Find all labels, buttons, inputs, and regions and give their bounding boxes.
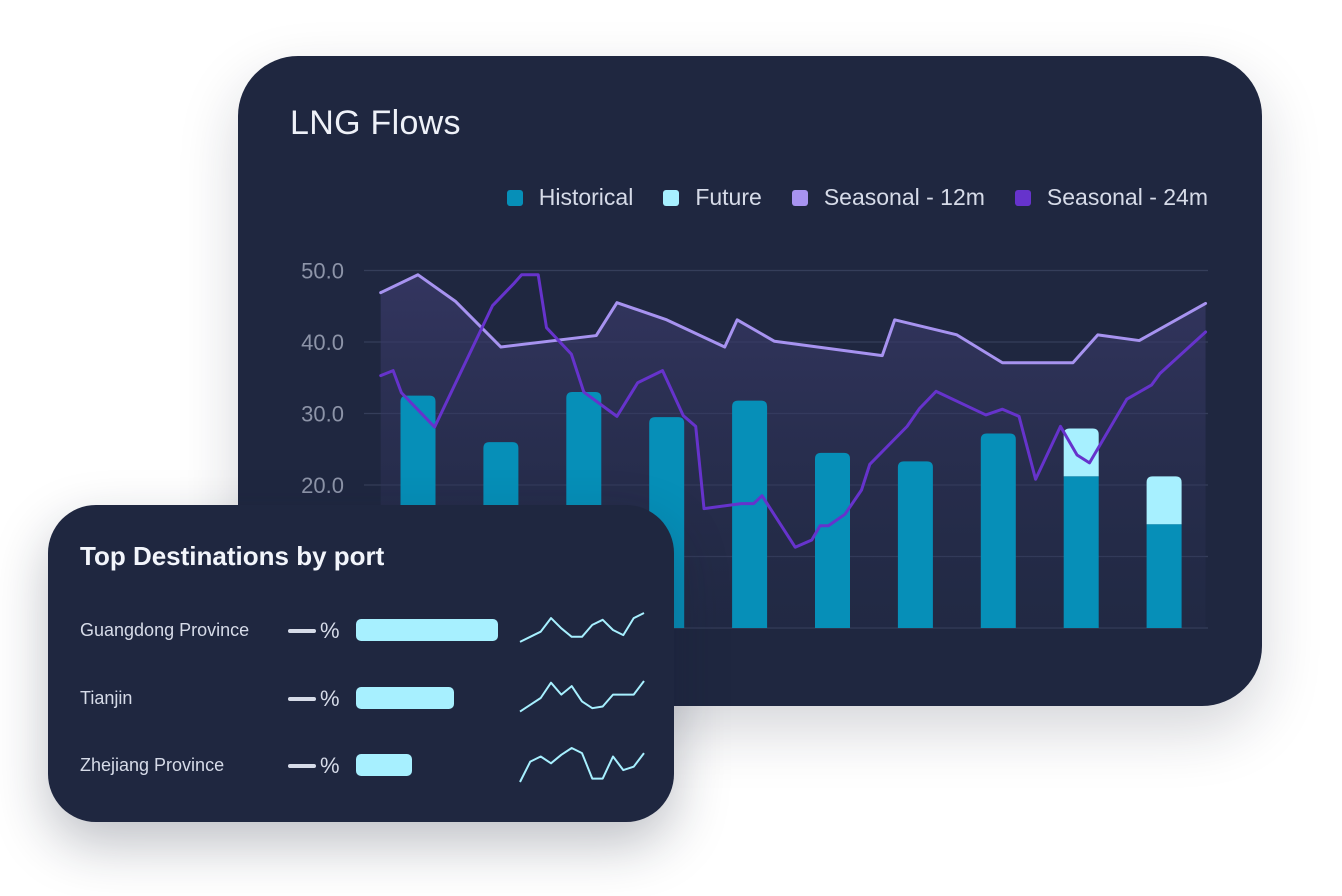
- chart-legend: Historical Future Seasonal - 12m Seasona…: [506, 184, 1208, 211]
- bar-historical[interactable]: [897, 461, 933, 628]
- destination-name: Tianjin: [80, 688, 133, 708]
- y-tick-label: 20.0: [301, 473, 344, 498]
- legend-swatch-seasonal-24m: [1014, 189, 1031, 206]
- bar-historical[interactable]: [980, 433, 1016, 628]
- sparkline-path: [519, 612, 645, 643]
- destination-sparkline: [519, 680, 645, 713]
- destinations-title: Top Destinations by port: [80, 541, 385, 571]
- top-destinations-card: Top Destinations by port Guangdong Provi…: [48, 505, 674, 822]
- legend-label-historical: Historical: [538, 184, 634, 210]
- sparkline-path: [519, 680, 645, 713]
- legend-swatch-historical: [506, 189, 523, 206]
- legend-item-seasonal-24m[interactable]: Seasonal - 24m: [1014, 184, 1208, 211]
- line-seasonal-12m[interactable]: [379, 273, 1208, 365]
- bar-historical[interactable]: [1063, 476, 1099, 628]
- chart-lines: [379, 273, 1208, 549]
- legend-label-seasonal-12m: Seasonal - 12m: [823, 184, 985, 210]
- bar-future[interactable]: [1063, 428, 1099, 477]
- legend-item-historical[interactable]: Historical: [506, 184, 634, 211]
- destination-row[interactable]: Tianjin %: [48, 678, 674, 718]
- chart-title: LNG Flows: [290, 104, 461, 142]
- destination-share-bar: [356, 754, 413, 776]
- chart-tick-labels: 50.0 40.0 30.0 20.0: [301, 259, 344, 499]
- destination-percent: %: [320, 618, 340, 643]
- line-seasonal-24m[interactable]: [379, 273, 1208, 549]
- y-tick-label: 40.0: [301, 330, 344, 355]
- destination-name: Zhejiang Province: [80, 755, 225, 775]
- destination-share-bar: [356, 687, 454, 709]
- destination-sparkline: [519, 612, 645, 643]
- destination-percent: %: [320, 686, 340, 711]
- bar-future[interactable]: [1146, 476, 1182, 525]
- legend-swatch-future: [663, 189, 680, 206]
- legend-label-seasonal-24m: Seasonal - 24m: [1046, 184, 1208, 210]
- y-tick-label: 50.0: [301, 259, 344, 284]
- destination-row[interactable]: Zhejiang Province %: [48, 745, 674, 785]
- bar-historical[interactable]: [732, 400, 768, 628]
- percent-placeholder-dash: [288, 629, 316, 633]
- legend-swatch-seasonal-12m: [791, 189, 808, 206]
- legend-item-future[interactable]: Future: [663, 184, 762, 211]
- bar-historical[interactable]: [815, 452, 850, 628]
- destination-name: Guangdong Province: [80, 620, 250, 640]
- legend-item-seasonal-12m[interactable]: Seasonal - 12m: [791, 184, 985, 211]
- sparkline-path: [519, 747, 645, 783]
- destination-percent: %: [320, 753, 340, 778]
- legend-label-future: Future: [695, 184, 762, 210]
- destination-share-bar: [356, 619, 499, 641]
- destination-row[interactable]: Guangdong Province %: [48, 610, 674, 650]
- percent-placeholder-dash: [288, 697, 316, 701]
- destination-sparkline: [519, 747, 645, 783]
- bar-historical[interactable]: [1146, 524, 1182, 628]
- y-tick-label: 30.0: [301, 402, 344, 427]
- percent-placeholder-dash: [288, 764, 316, 768]
